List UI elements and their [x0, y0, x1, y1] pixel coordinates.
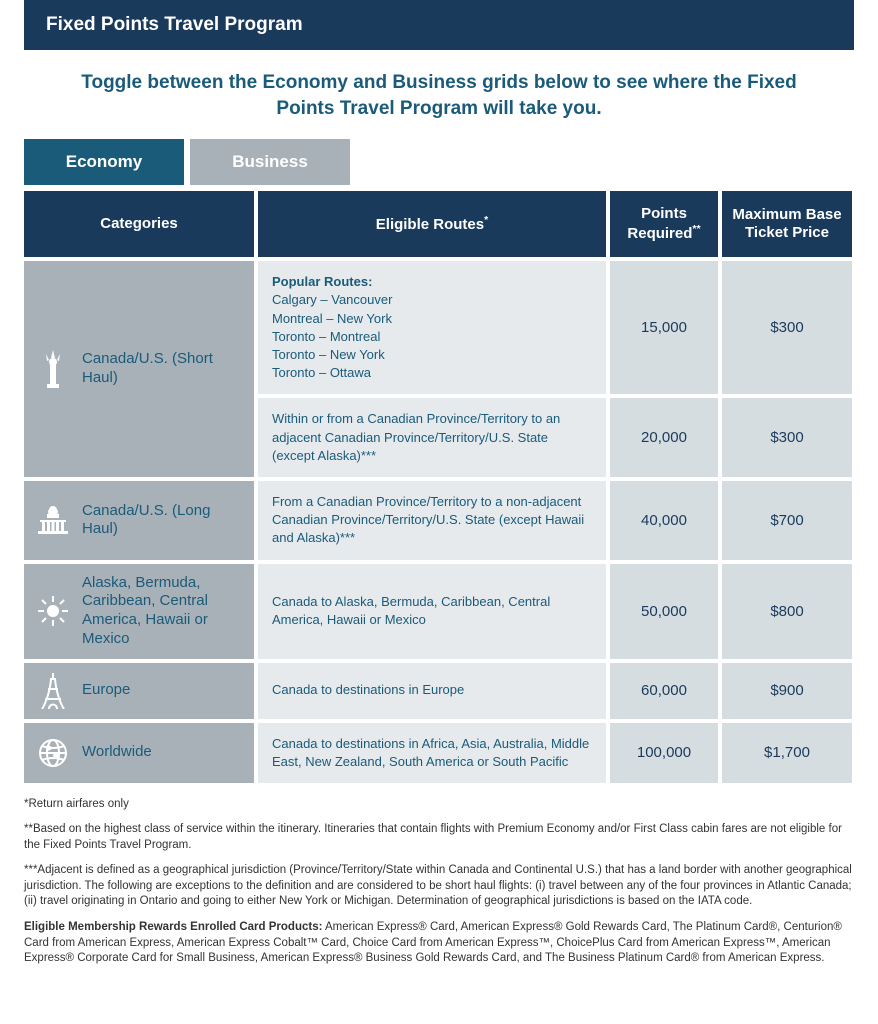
table-row: From a Canadian Province/Territory to a … — [258, 481, 854, 560]
routes-stack: Popular Routes:Calgary – Vancouver Montr… — [258, 261, 854, 477]
page-title: Fixed Points Travel Program — [46, 14, 303, 35]
footnote-3: ***Adjacent is defined as a geographical… — [24, 863, 854, 910]
category-cell: Canada/U.S. (Long Haul) — [24, 481, 254, 560]
header-categories: Categories — [24, 191, 254, 257]
points-cell: 60,000 — [610, 663, 718, 719]
points-cell: 20,000 — [610, 398, 718, 477]
price-cell: $700 — [722, 481, 852, 560]
table-row: Canada to destinations in Africa, Asia, … — [258, 723, 854, 783]
tab-economy[interactable]: Economy — [24, 139, 184, 185]
route-cell: Popular Routes:Calgary – Vancouver Montr… — [258, 261, 606, 394]
price-cell: $800 — [722, 564, 852, 659]
table-section: Europe Canada to destinations in Europe60… — [24, 663, 854, 719]
category-label: Worldwide — [82, 743, 152, 762]
routes-stack: From a Canadian Province/Territory to a … — [258, 481, 854, 560]
category-label: Europe — [82, 681, 130, 700]
table-row: Canada to destinations in Europe60,000$9… — [258, 663, 854, 719]
route-cell: Canada to destinations in Africa, Asia, … — [258, 723, 606, 783]
routes-stack: Canada to destinations in Africa, Asia, … — [258, 723, 854, 783]
table-section: Alaska, Bermuda, Caribbean, Central Amer… — [24, 564, 854, 659]
points-cell: 100,000 — [610, 723, 718, 783]
footnotes: *Return airfares only **Based on the hig… — [24, 797, 854, 967]
category-cell: Alaska, Bermuda, Caribbean, Central Amer… — [24, 564, 254, 659]
category-cell: Europe — [24, 663, 254, 719]
header-routes: Eligible Routes* — [258, 191, 606, 257]
route-cell: Canada to destinations in Europe — [258, 663, 606, 719]
table-row: Canada to Alaska, Bermuda, Caribbean, Ce… — [258, 564, 854, 659]
sun-icon — [36, 596, 70, 626]
footnote-4: Eligible Membership Rewards Enrolled Car… — [24, 920, 854, 967]
footnote-2: **Based on the highest class of service … — [24, 822, 854, 853]
table-body: Canada/U.S. (Short Haul)Popular Routes:C… — [24, 261, 854, 783]
points-cell: 40,000 — [610, 481, 718, 560]
category-label: Canada/U.S. (Long Haul) — [82, 502, 242, 540]
route-cell: Within or from a Canadian Province/Terri… — [258, 398, 606, 477]
category-cell: Worldwide — [24, 723, 254, 783]
capitol-icon — [36, 506, 70, 534]
category-cell: Canada/U.S. (Short Haul) — [24, 261, 254, 477]
price-cell: $900 — [722, 663, 852, 719]
title-bar: Fixed Points Travel Program — [24, 0, 854, 50]
header-points: Points Required** — [610, 191, 718, 257]
points-cell: 50,000 — [610, 564, 718, 659]
table-section: Worldwide Canada to destinations in Afric… — [24, 723, 854, 783]
route-cell: From a Canadian Province/Territory to a … — [258, 481, 606, 560]
category-label: Alaska, Bermuda, Caribbean, Central Amer… — [82, 574, 242, 649]
subtitle: Toggle between the Economy and Business … — [24, 64, 854, 139]
table-section: Canada/U.S. (Long Haul) From a Canadian P… — [24, 481, 854, 560]
footnote-1: *Return airfares only — [24, 797, 854, 813]
price-cell: $1,700 — [722, 723, 852, 783]
table-row: Popular Routes:Calgary – Vancouver Montr… — [258, 261, 854, 394]
table-section: Canada/U.S. (Short Haul) Popular Routes:C… — [24, 261, 854, 477]
globe-icon — [36, 738, 70, 768]
points-cell: 15,000 — [610, 261, 718, 394]
tab-business[interactable]: Business — [190, 139, 350, 185]
eiffel-icon — [36, 673, 70, 709]
liberty-icon — [36, 350, 70, 388]
routes-stack: Canada to Alaska, Bermuda, Caribbean, Ce… — [258, 564, 854, 659]
price-cell: $300 — [722, 261, 852, 394]
route-cell: Canada to Alaska, Bermuda, Caribbean, Ce… — [258, 564, 606, 659]
price-cell: $300 — [722, 398, 852, 477]
popular-routes-label: Popular Routes: — [272, 273, 592, 291]
popular-routes-list: Calgary – Vancouver Montreal – New York … — [272, 291, 592, 382]
tabs: Economy Business — [24, 139, 854, 185]
category-label: Canada/U.S. (Short Haul) — [82, 350, 242, 388]
table-header: Categories Eligible Routes* Points Requi… — [24, 191, 854, 257]
header-price: Maximum Base Ticket Price — [722, 191, 852, 257]
table-row: Within or from a Canadian Province/Terri… — [258, 398, 854, 477]
routes-stack: Canada to destinations in Europe60,000$9… — [258, 663, 854, 719]
